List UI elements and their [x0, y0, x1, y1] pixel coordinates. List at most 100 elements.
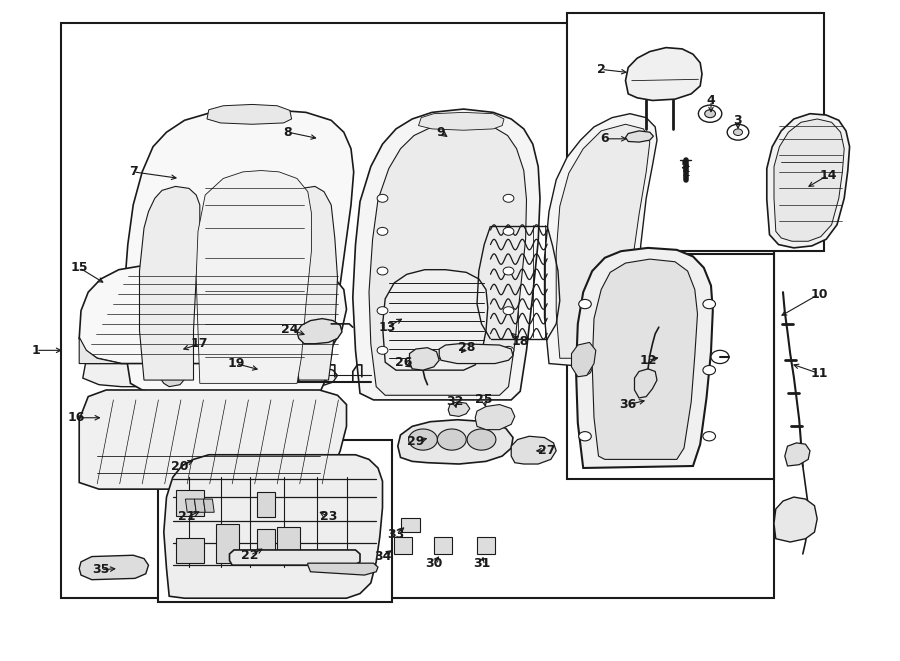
- Text: 5: 5: [681, 159, 690, 172]
- Polygon shape: [398, 420, 513, 464]
- Text: 34: 34: [374, 550, 392, 563]
- Polygon shape: [194, 499, 205, 512]
- Polygon shape: [544, 114, 657, 370]
- Text: 17: 17: [191, 337, 209, 350]
- Text: 23: 23: [320, 510, 338, 524]
- Circle shape: [437, 429, 466, 450]
- Polygon shape: [576, 248, 713, 468]
- Bar: [256, 529, 274, 563]
- Polygon shape: [511, 436, 556, 464]
- Text: 21: 21: [178, 510, 196, 524]
- Text: 22: 22: [241, 549, 259, 562]
- Polygon shape: [767, 114, 850, 248]
- Circle shape: [503, 267, 514, 275]
- Text: 18: 18: [511, 335, 529, 348]
- Text: 13: 13: [378, 321, 396, 334]
- Text: 10: 10: [810, 288, 828, 301]
- Text: 36: 36: [619, 398, 637, 411]
- Polygon shape: [160, 370, 184, 387]
- Circle shape: [579, 299, 591, 309]
- Polygon shape: [369, 124, 526, 395]
- Circle shape: [711, 350, 729, 364]
- Circle shape: [503, 227, 514, 235]
- Bar: [256, 492, 274, 517]
- Polygon shape: [83, 364, 338, 387]
- Text: 31: 31: [472, 557, 490, 570]
- Circle shape: [377, 227, 388, 235]
- Bar: [567, 254, 774, 479]
- Polygon shape: [124, 109, 354, 393]
- Polygon shape: [448, 402, 470, 416]
- Text: 26: 26: [394, 356, 412, 369]
- Polygon shape: [203, 499, 214, 512]
- Polygon shape: [477, 537, 495, 554]
- Polygon shape: [297, 319, 342, 344]
- Text: 9: 9: [436, 126, 446, 139]
- Bar: [277, 527, 300, 563]
- Text: 35: 35: [92, 563, 110, 576]
- Circle shape: [503, 307, 514, 315]
- Circle shape: [703, 432, 716, 441]
- Text: 11: 11: [810, 367, 828, 380]
- Bar: [158, 440, 392, 602]
- Polygon shape: [79, 337, 122, 364]
- Text: 1: 1: [32, 344, 40, 357]
- Text: 30: 30: [425, 557, 443, 570]
- Polygon shape: [434, 537, 452, 554]
- Polygon shape: [196, 171, 311, 383]
- Bar: [216, 524, 239, 563]
- Circle shape: [503, 194, 514, 202]
- Polygon shape: [572, 342, 596, 377]
- Text: 19: 19: [227, 357, 245, 370]
- Text: 20: 20: [171, 459, 189, 473]
- Polygon shape: [475, 405, 515, 430]
- Polygon shape: [418, 112, 504, 130]
- Text: 32: 32: [446, 395, 464, 408]
- Circle shape: [377, 307, 388, 315]
- Circle shape: [705, 110, 716, 118]
- Polygon shape: [439, 344, 513, 364]
- Text: 33: 33: [387, 527, 405, 541]
- Polygon shape: [382, 270, 488, 370]
- Circle shape: [734, 129, 742, 136]
- Circle shape: [579, 366, 591, 375]
- Circle shape: [377, 194, 388, 202]
- Polygon shape: [626, 48, 702, 100]
- Text: 15: 15: [70, 261, 88, 274]
- Circle shape: [698, 105, 722, 122]
- Text: 4: 4: [706, 94, 716, 107]
- Text: 7: 7: [129, 165, 138, 178]
- Text: 29: 29: [407, 435, 425, 448]
- Text: 8: 8: [284, 126, 292, 139]
- Text: 14: 14: [819, 169, 837, 182]
- Polygon shape: [785, 443, 810, 466]
- Text: 2: 2: [597, 63, 606, 76]
- Polygon shape: [207, 104, 292, 124]
- Polygon shape: [164, 455, 382, 598]
- Polygon shape: [79, 390, 346, 489]
- Circle shape: [377, 346, 388, 354]
- Polygon shape: [774, 119, 844, 241]
- Circle shape: [727, 124, 749, 140]
- Text: 24: 24: [281, 323, 299, 336]
- Polygon shape: [774, 497, 817, 542]
- Polygon shape: [556, 124, 650, 358]
- Polygon shape: [290, 186, 338, 380]
- Circle shape: [409, 429, 437, 450]
- Polygon shape: [410, 348, 439, 370]
- Polygon shape: [394, 537, 412, 554]
- Polygon shape: [592, 259, 698, 459]
- Text: 25: 25: [475, 393, 493, 407]
- Polygon shape: [230, 550, 360, 565]
- Polygon shape: [400, 518, 420, 532]
- Polygon shape: [353, 109, 540, 400]
- Circle shape: [579, 432, 591, 441]
- Bar: [61, 23, 774, 598]
- Text: 3: 3: [734, 114, 742, 127]
- Polygon shape: [308, 563, 378, 575]
- Bar: [567, 13, 824, 251]
- Text: 28: 28: [457, 340, 475, 354]
- Circle shape: [703, 366, 716, 375]
- Polygon shape: [634, 369, 657, 398]
- Polygon shape: [79, 555, 148, 580]
